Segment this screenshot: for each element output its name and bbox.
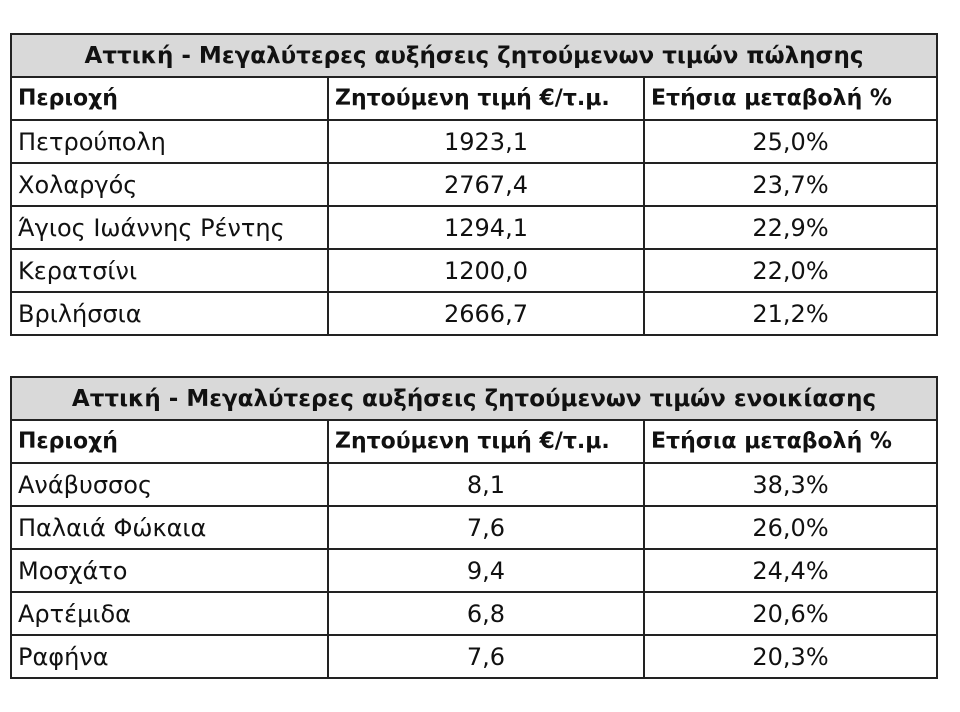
column-header: Ετήσια μεταβολή %	[642, 419, 939, 464]
cell: 22,9%	[643, 205, 938, 250]
cell: Ανάβυσσος	[10, 462, 329, 507]
title-row: Αττική - Μεγαλύτερες αυξήσεις ζητούμενων…	[9, 376, 939, 421]
table-row: Χολαργός 2767,4 23,7%	[10, 162, 938, 207]
cell: 24,4%	[642, 548, 939, 593]
cell: Χολαργός	[10, 162, 329, 207]
data-table: Αττική - Μεγαλύτερες αυξήσεις ζητούμενων…	[9, 376, 939, 679]
cell: 26,0%	[642, 505, 939, 550]
cell: 8,1	[327, 462, 645, 507]
table-row: Άγιος Ιωάννης Ρέντης 1294,1 22,9%	[10, 205, 938, 250]
cell: 23,7%	[643, 162, 938, 207]
cell: Ραφήνα	[10, 634, 329, 679]
column-header: Περιοχή	[10, 76, 329, 121]
cell: Παλαιά Φώκαια	[10, 505, 329, 550]
cell: 7,6	[327, 634, 645, 679]
title-row: Αττική - Μεγαλύτερες αυξήσεις ζητούμενων…	[10, 33, 938, 78]
table-row: Μοσχάτο 9,4 24,4%	[10, 548, 939, 593]
cell: Άγιος Ιωάννης Ρέντης	[10, 205, 329, 250]
table-row: Αρτέμιδα 6,8 20,6%	[10, 591, 939, 636]
cell: 2666,7	[327, 291, 645, 336]
cell: Πετρούπολη	[10, 119, 329, 164]
cell: 21,2%	[643, 291, 938, 336]
column-header: Ετήσια μεταβολή %	[643, 76, 938, 121]
column-header: Περιοχή	[10, 419, 329, 464]
table-row: Ραφήνα 7,6 20,3%	[10, 634, 939, 679]
data-table: Αττική - Μεγαλύτερες αυξήσεις ζητούμενων…	[10, 33, 938, 336]
cell: 20,6%	[642, 591, 939, 636]
cell: 1200,0	[327, 248, 645, 293]
cell: 38,3%	[642, 462, 939, 507]
cell: 22,0%	[643, 248, 938, 293]
table-title: Αττική - Μεγαλύτερες αυξήσεις ζητούμενων…	[10, 33, 938, 78]
table-row: Βριλήσσια 2666,7 21,2%	[10, 291, 938, 336]
cell: 20,3%	[642, 634, 939, 679]
column-header: Ζητούμενη τιμή €/τ.μ.	[327, 419, 645, 464]
table-row: Παλαιά Φώκαια 7,6 26,0%	[10, 505, 939, 550]
table-title: Αττική - Μεγαλύτερες αυξήσεις ζητούμενων…	[9, 376, 939, 421]
cell: Βριλήσσια	[10, 291, 329, 336]
cell: 9,4	[327, 548, 645, 593]
cell: 6,8	[327, 591, 645, 636]
cell: Κερατσίνι	[10, 248, 329, 293]
table-row: Πετρούπολη 1923,1 25,0%	[10, 119, 938, 164]
cell: Μοσχάτο	[10, 548, 329, 593]
column-header: Ζητούμενη τιμή €/τ.μ.	[327, 76, 645, 121]
cell: 1923,1	[327, 119, 645, 164]
header-row: Περιοχή Ζητούμενη τιμή €/τ.μ. Ετήσια μεταβ…	[10, 76, 938, 121]
table-row: Ανάβυσσος 8,1 38,3%	[10, 462, 939, 507]
cell: 1294,1	[327, 205, 645, 250]
cell: Αρτέμιδα	[10, 591, 329, 636]
cell: 2767,4	[327, 162, 645, 207]
cell: 7,6	[327, 505, 645, 550]
cell: 25,0%	[643, 119, 938, 164]
table-row: Κερατσίνι 1200,0 22,0%	[10, 248, 938, 293]
header-row: Περιοχή Ζητούμενη τιμή €/τ.μ. Ετήσια μεταβ…	[10, 419, 939, 464]
